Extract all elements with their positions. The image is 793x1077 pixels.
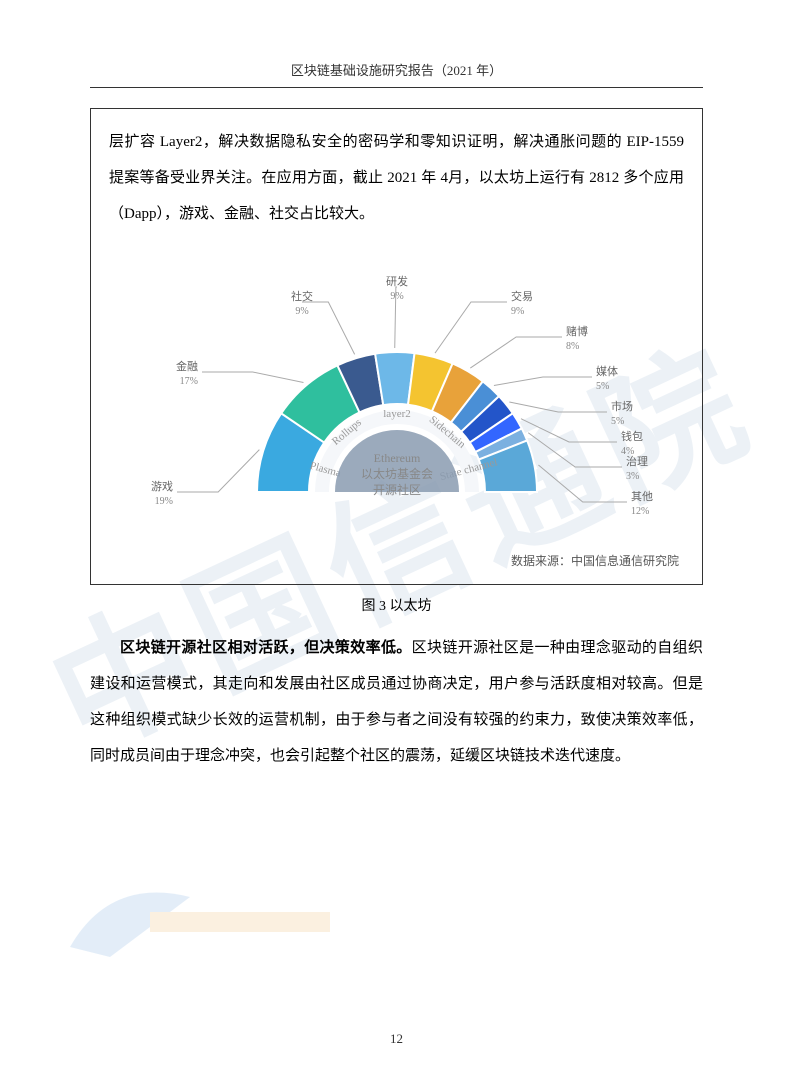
segment-label: 其他: [631, 490, 653, 503]
leader-line: [202, 372, 303, 383]
body-paragraph: 区块链开源社区相对活跃，但决策效率低。区块链开源社区是一种由理念驱动的自组织建设…: [90, 630, 703, 774]
page-content: 区块链基础设施研究报告（2021 年） 层扩容 Layer2，解决数据隐私安全的…: [0, 0, 793, 814]
segment-label: 钱包: [621, 429, 643, 443]
segment-pct: 9%: [295, 306, 308, 317]
leader-line: [493, 377, 591, 385]
page-header: 区块链基础设施研究报告（2021 年）: [90, 60, 703, 88]
leader-line: [528, 433, 622, 467]
core-label-3: 开源社区: [372, 482, 420, 497]
data-source: 数据来源：中国信息通信研究院: [109, 552, 684, 569]
body-rest: 区块链开源社区是一种由理念驱动的自组织建设和运营模式，其走向和发展由社区成员通过…: [90, 640, 703, 764]
inner-ring-label: layer2: [383, 408, 410, 420]
leader-line: [470, 337, 562, 368]
segment-pct: 5%: [596, 381, 609, 392]
figure-caption: 图 3 以太坊: [90, 595, 703, 615]
leader-line: [509, 402, 607, 412]
chart-svg: 游戏19%金融17%社交9%研发9%交易9%赌博8%媒体5%市场5%钱包4%治理…: [117, 242, 677, 542]
segment-pct: 19%: [154, 496, 172, 507]
ethereum-chart: 游戏19%金融17%社交9%研发9%交易9%赌博8%媒体5%市场5%钱包4%治理…: [109, 242, 684, 542]
core-label-2: 以太坊基金会: [360, 466, 432, 481]
boxed-paragraph: 层扩容 Layer2，解决数据隐私安全的密码学和零知识证明，解决通胀问题的 EI…: [109, 124, 684, 232]
segment-label: 治理: [626, 454, 648, 468]
segment-pct: 9%: [511, 306, 524, 317]
segment-label: 交易: [511, 289, 533, 303]
boxed-paragraph-container: 层扩容 Layer2，解决数据隐私安全的密码学和零知识证明，解决通胀问题的 EI…: [90, 108, 703, 585]
segment-pct: 17%: [179, 376, 197, 387]
segment-pct: 9%: [390, 291, 403, 302]
watermark-logo: [50, 857, 350, 977]
segment-pct: 12%: [631, 506, 649, 517]
segment-pct: 5%: [611, 416, 624, 427]
segment-label: 研发: [386, 274, 408, 288]
segment-label: 社交: [291, 289, 313, 303]
leader-line: [434, 302, 506, 353]
leader-line: [177, 450, 259, 492]
segment-label: 媒体: [596, 364, 618, 378]
segment-pct: 8%: [566, 341, 579, 352]
leader-line: [302, 302, 355, 354]
segment-label: 赌博: [566, 324, 588, 338]
body-bold-lead: 区块链开源社区相对活跃，但决策效率低。: [120, 640, 412, 656]
core-label-1: Ethereum: [373, 451, 420, 465]
segment-label: 市场: [611, 399, 633, 413]
segment-label: 金融: [176, 359, 198, 373]
segment-label: 游戏: [151, 480, 173, 493]
leader-line: [538, 465, 627, 502]
segment-pct: 3%: [626, 471, 639, 482]
page-number: 12: [0, 1031, 793, 1047]
